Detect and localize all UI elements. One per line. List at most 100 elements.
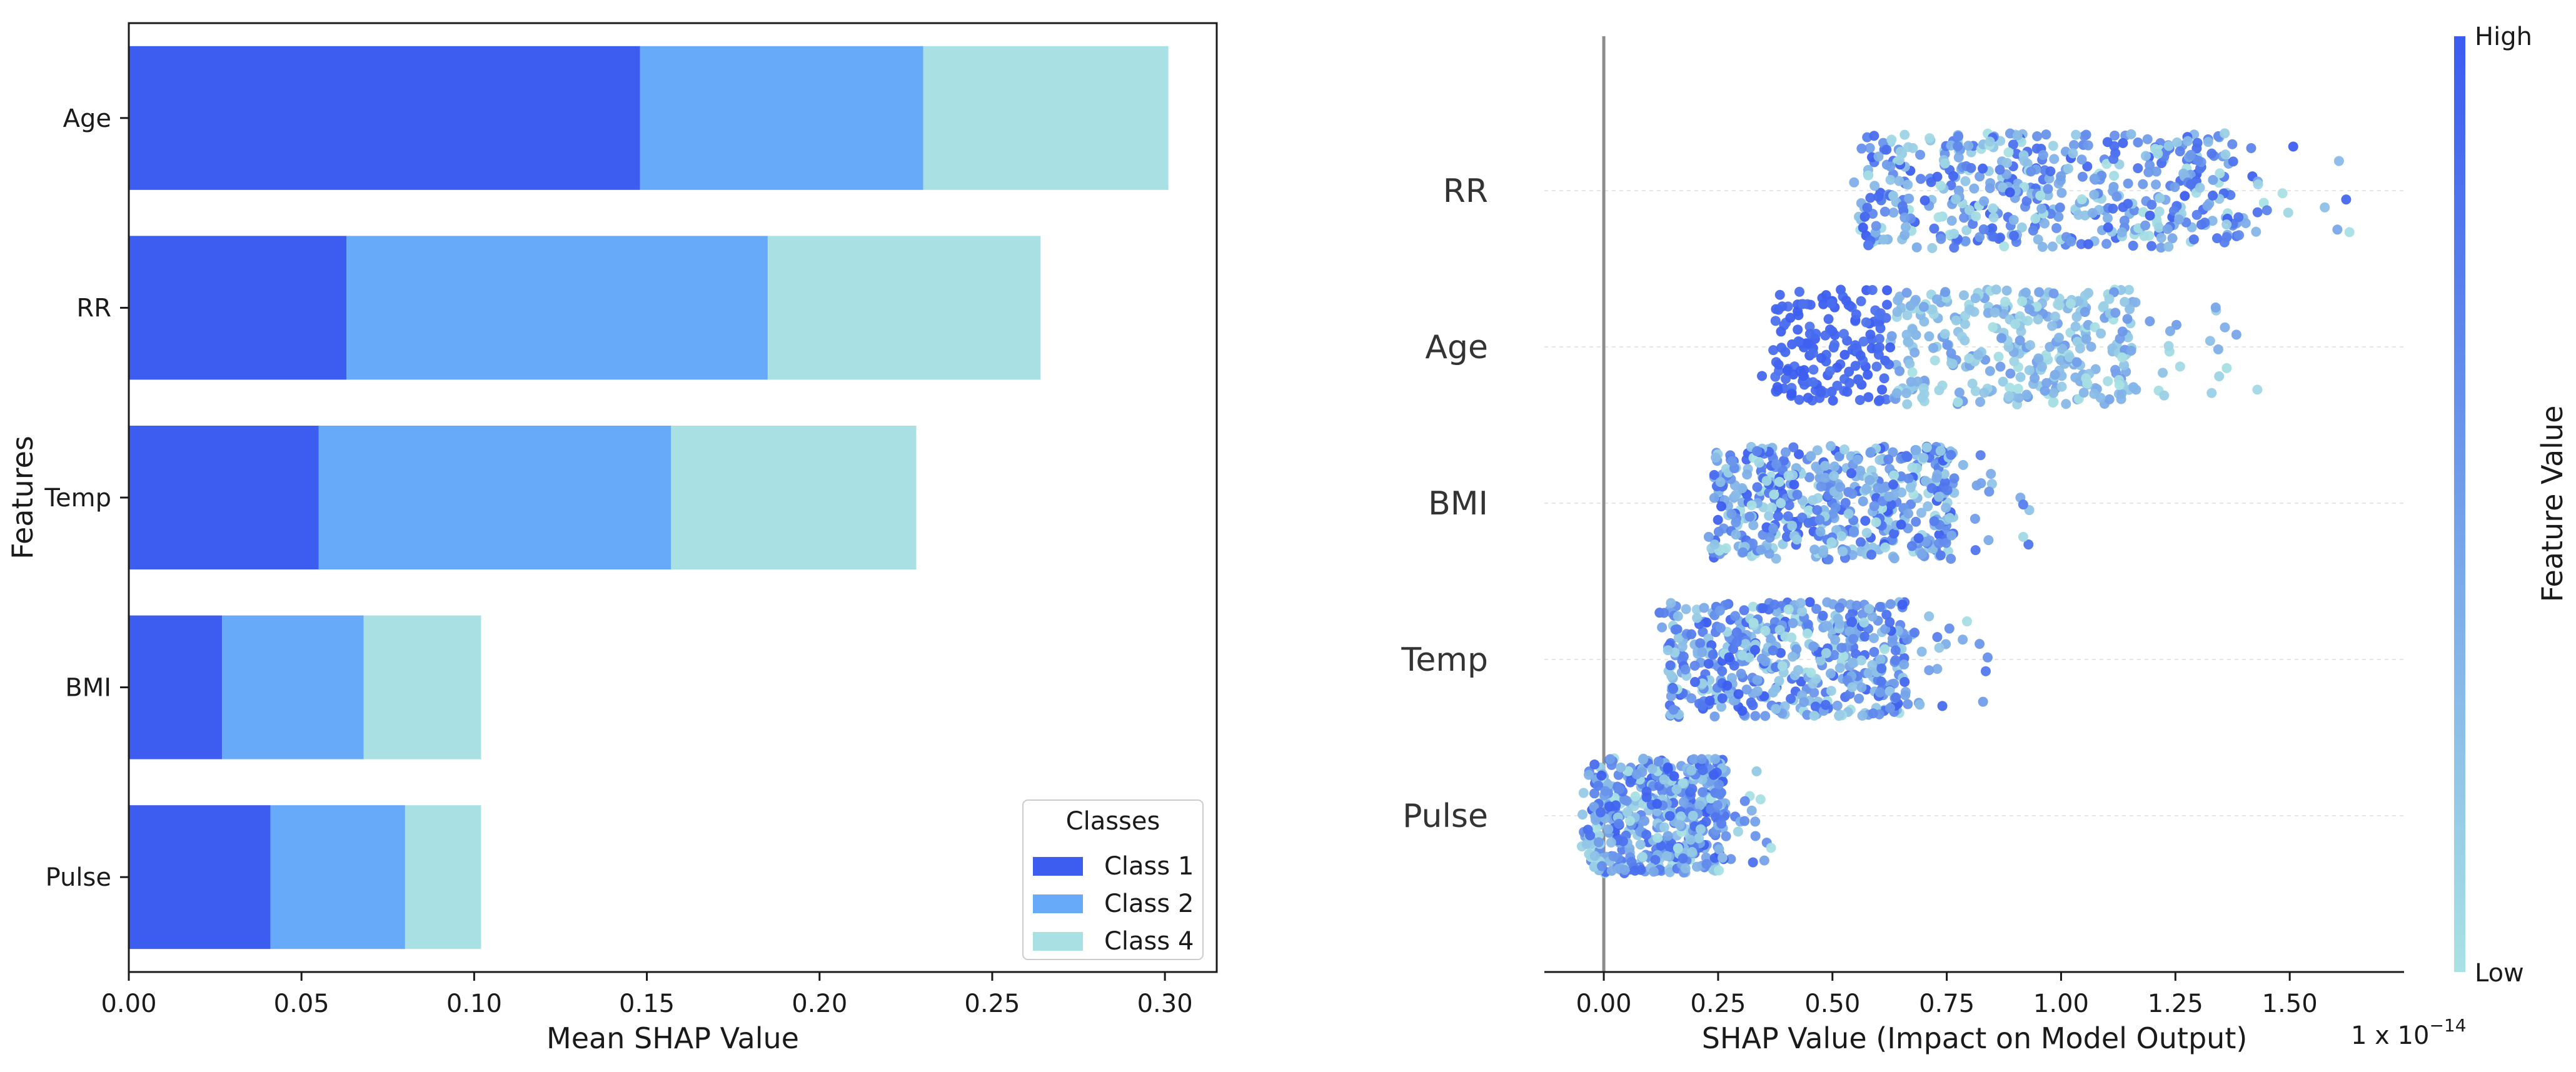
point-temp — [1750, 644, 1761, 655]
point-temp — [1786, 694, 1796, 704]
point-pulse — [1689, 754, 1699, 764]
point-rr — [2008, 139, 2018, 150]
point-pulse — [1648, 866, 1659, 877]
point-rr — [2118, 138, 2128, 148]
point-pulse — [1606, 837, 1616, 848]
point-temp — [1739, 605, 1749, 616]
point-bmi — [1792, 534, 1803, 545]
point-temp — [1697, 700, 1708, 711]
point-rr — [1935, 181, 1946, 191]
point-temp — [1826, 686, 1836, 696]
point-pulse — [1641, 829, 1652, 840]
point-bmi — [1880, 542, 1891, 553]
point-age — [1940, 329, 1950, 339]
point-temp — [1750, 711, 1761, 721]
point-temp — [1932, 632, 1943, 643]
point-rr — [1873, 191, 1884, 202]
point-age — [1954, 387, 1965, 398]
point-age — [1798, 371, 1809, 381]
point-temp — [1663, 645, 1673, 656]
point-bmi — [1748, 520, 1759, 531]
point-bmi — [1869, 501, 1879, 511]
point-rr — [2211, 233, 2222, 244]
point-temp — [1722, 680, 1733, 691]
left-x-axis-label: Mean SHAP Value — [546, 1021, 799, 1055]
point-rr — [2207, 216, 2218, 226]
point-age — [1903, 337, 1914, 348]
point-age — [2078, 388, 2089, 398]
point-temp — [1863, 668, 1874, 678]
point-rr — [2183, 136, 2193, 146]
point-age — [1882, 299, 1893, 310]
point-temp — [1838, 651, 1849, 661]
point-age — [1793, 336, 1804, 347]
point-age — [2104, 294, 2115, 304]
point-bmi — [1761, 476, 1772, 486]
point-temp — [1856, 655, 1867, 666]
point-rr — [2178, 168, 2189, 179]
point-age — [2110, 364, 2121, 375]
point-age — [1823, 314, 1834, 324]
point-age — [2001, 285, 2012, 296]
point-bmi — [1806, 451, 1816, 461]
point-temp — [1834, 663, 1845, 673]
point-rr — [2175, 146, 2185, 157]
point-pulse — [1625, 816, 1636, 826]
point-rr — [2332, 224, 2343, 235]
point-rr — [2188, 234, 2199, 244]
point-pulse — [1714, 844, 1724, 854]
point-bmi — [1731, 529, 1741, 540]
point-rr — [2140, 220, 2151, 231]
point-temp — [1748, 601, 1758, 612]
point-rr — [2108, 203, 2118, 214]
point-bmi — [1748, 538, 1758, 549]
point-rr — [1919, 195, 1930, 206]
point-bmi — [1861, 484, 1872, 494]
point-age — [2071, 357, 2082, 368]
point-rr — [2142, 134, 2153, 144]
point-temp — [1822, 597, 1833, 608]
point-age — [1894, 366, 1905, 376]
point-rr — [1999, 241, 2010, 252]
point-rr — [1979, 196, 1990, 206]
point-rr — [2171, 137, 2182, 148]
point-bmi — [1916, 508, 1926, 518]
point-bmi — [1815, 526, 1826, 537]
point-pulse — [1739, 816, 1750, 826]
point-rr — [2076, 239, 2086, 249]
point-bmi — [1709, 539, 1720, 550]
point-age — [1808, 377, 1818, 388]
point-temp — [1788, 618, 1798, 628]
point-pulse — [1691, 861, 1702, 872]
point-age — [2005, 383, 2015, 393]
point-rr — [2110, 130, 2120, 141]
point-age — [1879, 373, 1889, 384]
point-temp — [1842, 675, 1853, 686]
point-rr — [2045, 209, 2056, 219]
point-rr — [2030, 213, 2041, 224]
point-temp — [1704, 696, 1715, 706]
point-temp — [1859, 617, 1869, 628]
point-bmi — [1721, 543, 1731, 554]
x-tick-label: 1.50 — [2262, 989, 2318, 1018]
point-temp — [1825, 668, 1836, 679]
point-rr — [2008, 214, 2019, 225]
point-age — [1905, 301, 1916, 311]
point-rr — [1899, 129, 1910, 140]
point-temp — [1832, 700, 1843, 711]
point-bmi — [1826, 441, 1836, 451]
point-age — [2080, 307, 2090, 318]
bar-temp-class-2 — [318, 426, 672, 569]
point-age — [2080, 290, 2090, 301]
point-pulse — [1577, 809, 1588, 820]
point-rr — [2154, 223, 2165, 233]
point-age — [1988, 322, 1998, 333]
point-age — [1951, 315, 1961, 326]
right-points — [1577, 128, 2355, 878]
point-age — [2159, 390, 2170, 401]
point-rr — [2116, 227, 2127, 238]
point-rr — [2056, 171, 2066, 182]
point-bmi — [1703, 531, 1714, 542]
point-age — [2054, 300, 2065, 311]
point-rr — [2167, 233, 2178, 244]
